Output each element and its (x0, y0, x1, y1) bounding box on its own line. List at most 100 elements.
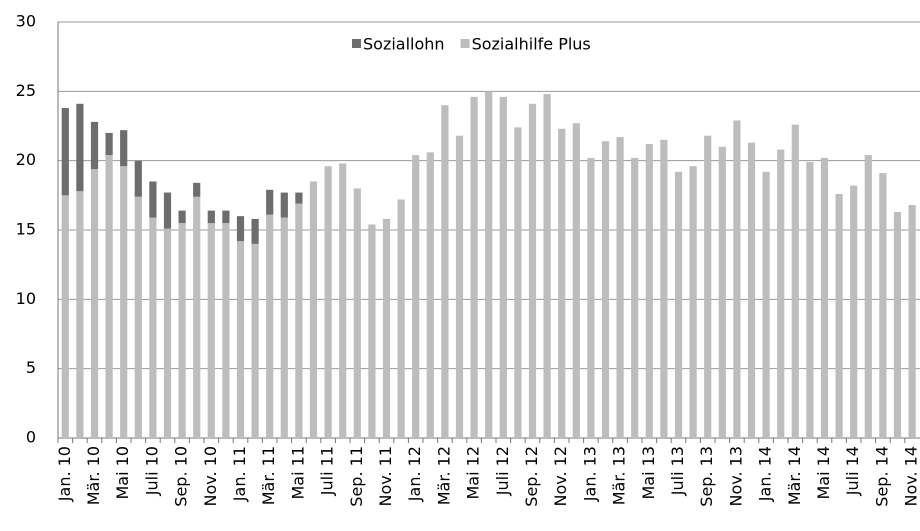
bar-segment (339, 163, 347, 438)
bar-segment (747, 142, 756, 438)
bar-segment (485, 91, 493, 438)
x-tick-label: Mai 12 (464, 446, 483, 500)
bar-segment (704, 135, 712, 438)
bar-segment (426, 152, 434, 438)
bar-segment (674, 171, 683, 438)
bar-segment (193, 182, 201, 197)
bar-segment (616, 137, 624, 439)
bar-segment (820, 157, 829, 439)
bar-segment (163, 228, 172, 438)
bar-segment (266, 214, 274, 438)
bar-segment (207, 223, 215, 438)
bar-segment (368, 224, 376, 438)
x-tick-label: Mär. 11 (259, 446, 278, 505)
bar-segment (61, 107, 69, 196)
y-tick-label: 15 (16, 220, 36, 239)
bar-segment (309, 181, 318, 438)
x-tick-label: Mär. 14 (785, 446, 804, 505)
bar-segment (295, 203, 303, 438)
bar-segment (382, 218, 391, 438)
bar-segment (222, 223, 230, 438)
bar-segment (149, 217, 157, 438)
y-tick-label: 10 (16, 289, 36, 308)
bar-segment (631, 157, 639, 439)
bar-segment (645, 144, 653, 438)
bar-segment (105, 132, 113, 156)
bar-segment (90, 121, 99, 169)
bar-segment (134, 160, 142, 197)
bar-segment (835, 193, 843, 438)
bar-segment (412, 155, 420, 438)
x-tick-label: Juli 14 (843, 446, 862, 496)
x-tick-label: Nov. 13 (726, 446, 745, 507)
bar-segment (441, 105, 449, 438)
x-tick-label: Mai 10 (113, 446, 132, 500)
x-tick-label: Juli 11 (318, 446, 337, 496)
x-tick-label: Jan. 13 (580, 446, 599, 502)
bar-segment (178, 223, 186, 438)
x-tick-label: Mai 13 (639, 446, 658, 500)
x-tick-label: Mär. 13 (610, 446, 629, 505)
bar-segment (149, 181, 157, 218)
bar-segment (777, 149, 785, 438)
bar-segment (908, 205, 916, 438)
legend-swatch (460, 39, 470, 48)
bar-segment (397, 199, 405, 438)
y-tick-label: 20 (16, 150, 36, 169)
bar-segment (806, 162, 814, 438)
bar-segment (251, 218, 259, 244)
x-tick-label: Jan. 12 (405, 446, 424, 502)
bar-segment (601, 141, 610, 438)
x-tick-label: Jan. 10 (55, 446, 74, 502)
legend-swatch (352, 39, 361, 48)
x-tick-label: Sep. 10 (172, 446, 191, 507)
x-tick-label: Sep. 13 (697, 446, 716, 507)
x-tick-label: Juli 10 (142, 446, 161, 496)
bar-segment (879, 173, 887, 438)
x-tick-label: Sep. 14 (872, 446, 891, 507)
bar-segment (850, 185, 858, 438)
bar-segment (193, 196, 201, 438)
x-tick-label: Sep. 12 (522, 446, 541, 507)
bar-segment (163, 192, 172, 229)
y-tick-label: 0 (26, 428, 36, 447)
x-tick-label: Jan. 11 (230, 446, 249, 502)
x-tick-label: Juli 12 (493, 446, 512, 496)
x-tick-label: Mär. 12 (434, 446, 453, 505)
bar-segment (222, 210, 230, 224)
bar-segment (76, 103, 84, 192)
bar-segment (76, 191, 84, 438)
x-tick-label: Jan. 14 (756, 446, 775, 502)
y-tick-label: 30 (16, 12, 36, 31)
x-tick-label: Nov. 12 (551, 446, 570, 507)
bar-segment (893, 211, 902, 438)
bar-segment (105, 155, 113, 438)
bar-segment (543, 94, 551, 439)
bar-segment (236, 216, 245, 242)
x-tick-label: Juli 13 (668, 446, 687, 496)
x-tick-label: Mai 14 (814, 446, 833, 500)
bar-segment (236, 241, 245, 438)
y-tick-label: 25 (16, 81, 36, 100)
x-tick-label: Sep. 11 (347, 446, 366, 507)
bar-segment (324, 166, 332, 439)
x-tick-label: Nov. 11 (376, 446, 395, 507)
bar-segment (587, 157, 595, 439)
bar-segment (266, 189, 274, 215)
bar-segment (791, 124, 799, 438)
bar-segment (280, 192, 288, 218)
bar-segment (514, 127, 522, 439)
bar-segment (689, 166, 697, 439)
bar-segment (280, 217, 288, 438)
bar-segment (864, 155, 872, 438)
bar-segment (499, 96, 507, 438)
x-tick-label: Mai 11 (288, 446, 307, 500)
bar-segment (762, 171, 770, 438)
y-tick-label: 5 (26, 358, 36, 377)
bar-segment (733, 120, 741, 438)
bar-segment (528, 103, 537, 439)
bar-segment (295, 192, 303, 204)
bar-segment (558, 128, 566, 439)
bar-segment (572, 123, 580, 438)
